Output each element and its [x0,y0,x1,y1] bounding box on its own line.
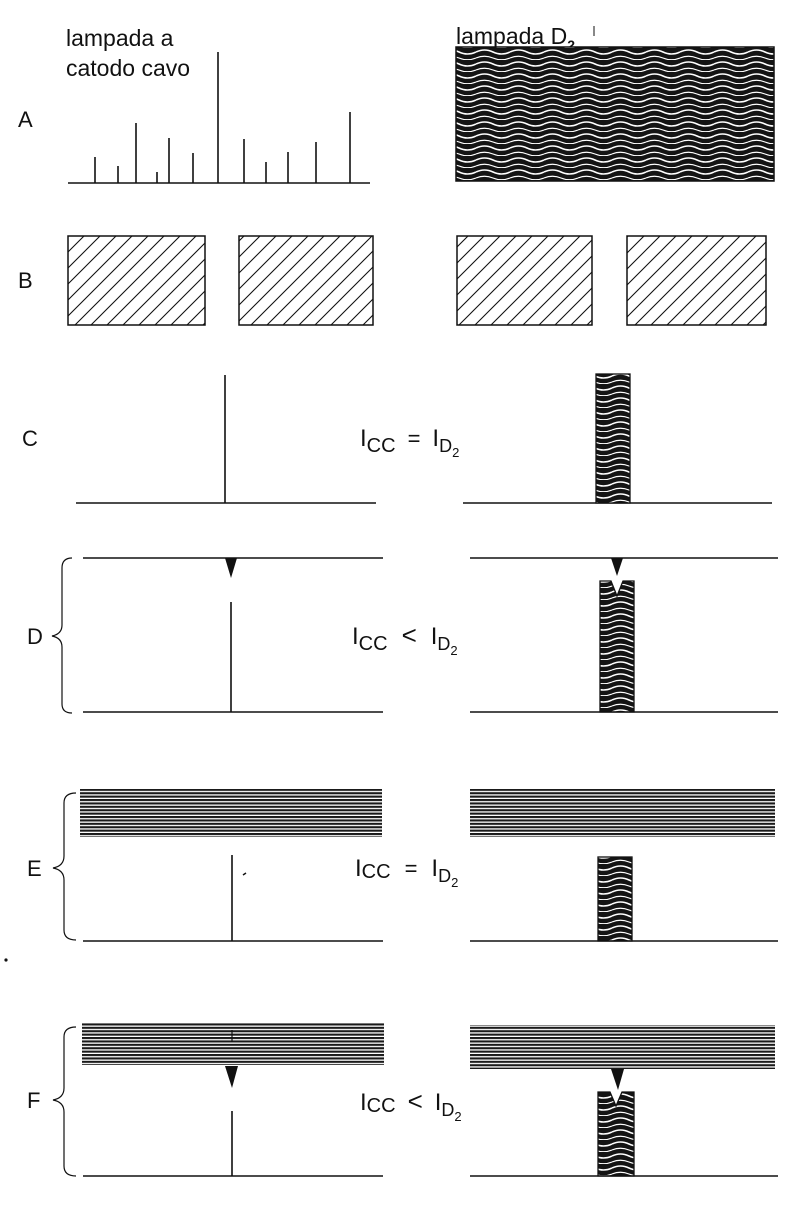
header-left-line1: lampada a [66,25,174,51]
absorption-marker [225,1066,238,1088]
background-band [80,789,382,837]
row-e-right-panel [470,789,778,942]
header-left-line2: catodo cavo [66,55,190,81]
row-e-left-panel [80,789,383,942]
row-b-slit-right [456,235,767,326]
brace-e [52,792,77,941]
row-label-c: C [22,426,38,451]
row-c-left-panel [76,375,376,504]
passband-block [595,373,631,504]
absorption-marker [611,558,623,576]
absorption-marker [611,1069,624,1090]
relation-d: ICC < ID2 [352,620,458,658]
row-label-d: D [27,624,43,649]
header-right-main: lampada D2 [456,23,575,53]
passband-block [597,856,633,942]
slit-jaw [238,235,374,326]
passband-block-notched [599,580,635,713]
row-d-right-panel [470,557,778,713]
row-c-right-panel [463,373,772,504]
relation-f: ICC < ID2 [360,1086,462,1124]
slit-jaw [67,235,206,326]
row-d-left-panel [83,557,383,713]
row-f-left-panel [82,1023,384,1177]
brace-f [52,1026,77,1177]
row-f-right-panel [470,1025,778,1177]
absorption-marker [225,558,237,578]
row-b-slit-left [67,235,374,326]
passband-block-notched [597,1091,635,1177]
slit-jaw [456,235,593,326]
row-label-e: E [27,856,42,881]
row-a-continuum-block [455,46,775,182]
row-label-a: A [18,107,33,132]
row-label-b: B [18,268,33,293]
relation-e: ICC = ID2 [355,855,458,890]
row-label-f: F [27,1088,40,1113]
row-a-line-spectrum [68,52,370,184]
background-band [470,1025,775,1069]
brace-d [51,557,73,714]
relation-c: ICC = ID2 [360,425,459,460]
background-band [470,789,775,837]
header-left: lampada a catodo cavo [66,25,190,81]
slit-jaw [626,235,767,326]
background-band [82,1023,384,1065]
header-right: lampada D2 [456,23,595,53]
